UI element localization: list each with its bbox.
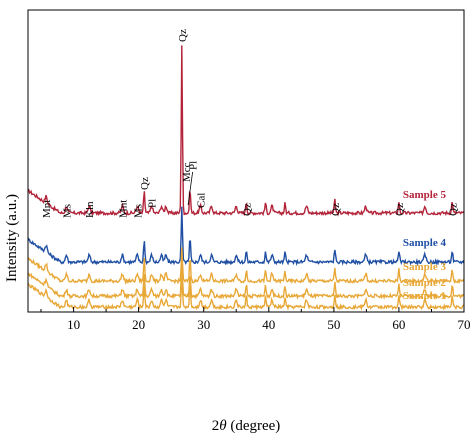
peak-label-4: Mnt xyxy=(117,200,129,218)
series-line-2 xyxy=(27,206,465,267)
peak-label-7: Pl xyxy=(147,199,159,208)
peak-label-8: Qz xyxy=(177,29,189,42)
y-axis-label: Intensity (a.u.) xyxy=(4,194,20,282)
x-axis-ticks: 10 20 30 40 50 60 70 xyxy=(40,307,471,332)
x-axis-label-theta: θ xyxy=(219,418,227,434)
peak-label-3: Kln xyxy=(84,201,96,218)
peak-label-1: Mnt xyxy=(41,200,53,218)
series-traces xyxy=(27,45,465,312)
peak-label-6: Qz xyxy=(139,177,151,190)
x-tick-label-40: 40 xyxy=(262,317,275,332)
series-label-5: Sample 1 xyxy=(403,290,446,302)
x-tick-label-60: 60 xyxy=(392,317,405,332)
x-axis-label-suffix: (degree) xyxy=(227,418,281,434)
x-tick-label-50: 50 xyxy=(327,317,340,332)
peak-label-5: Ms xyxy=(132,204,144,218)
x-tick-label-30: 30 xyxy=(197,317,210,332)
x-tick-label-70: 70 xyxy=(458,317,471,332)
series-line-1 xyxy=(27,45,465,217)
x-axis-label-prefix: 2 xyxy=(212,418,220,434)
peak-label-9: Mcc xyxy=(181,162,193,182)
peak-label-10: Pl xyxy=(188,161,200,170)
series-label-3: Sample 3 xyxy=(403,261,447,273)
peak-label-14: Qz xyxy=(394,203,406,216)
series-label-4: Sample 2 xyxy=(403,277,447,289)
peak-label-15: Qz xyxy=(447,203,459,216)
series-line-5 xyxy=(27,273,464,312)
peak-leader-line xyxy=(187,171,193,206)
x-tick-label-10: 10 xyxy=(67,317,80,332)
series-line-4 xyxy=(27,262,465,301)
peak-label-11: Cal xyxy=(195,193,207,208)
series-line-3 xyxy=(27,247,465,286)
peak-label-13: Qz xyxy=(330,203,342,216)
plot-frame xyxy=(27,9,465,313)
series-label-1: Sample 5 xyxy=(403,189,447,201)
peak-label-2: Ms xyxy=(61,204,73,218)
x-axis-label: 2θ (degree) xyxy=(212,418,281,434)
peak-label-12: Qz xyxy=(241,203,253,216)
x-tick-label-20: 20 xyxy=(132,317,145,332)
series-label-2: Sample 4 xyxy=(403,237,447,249)
